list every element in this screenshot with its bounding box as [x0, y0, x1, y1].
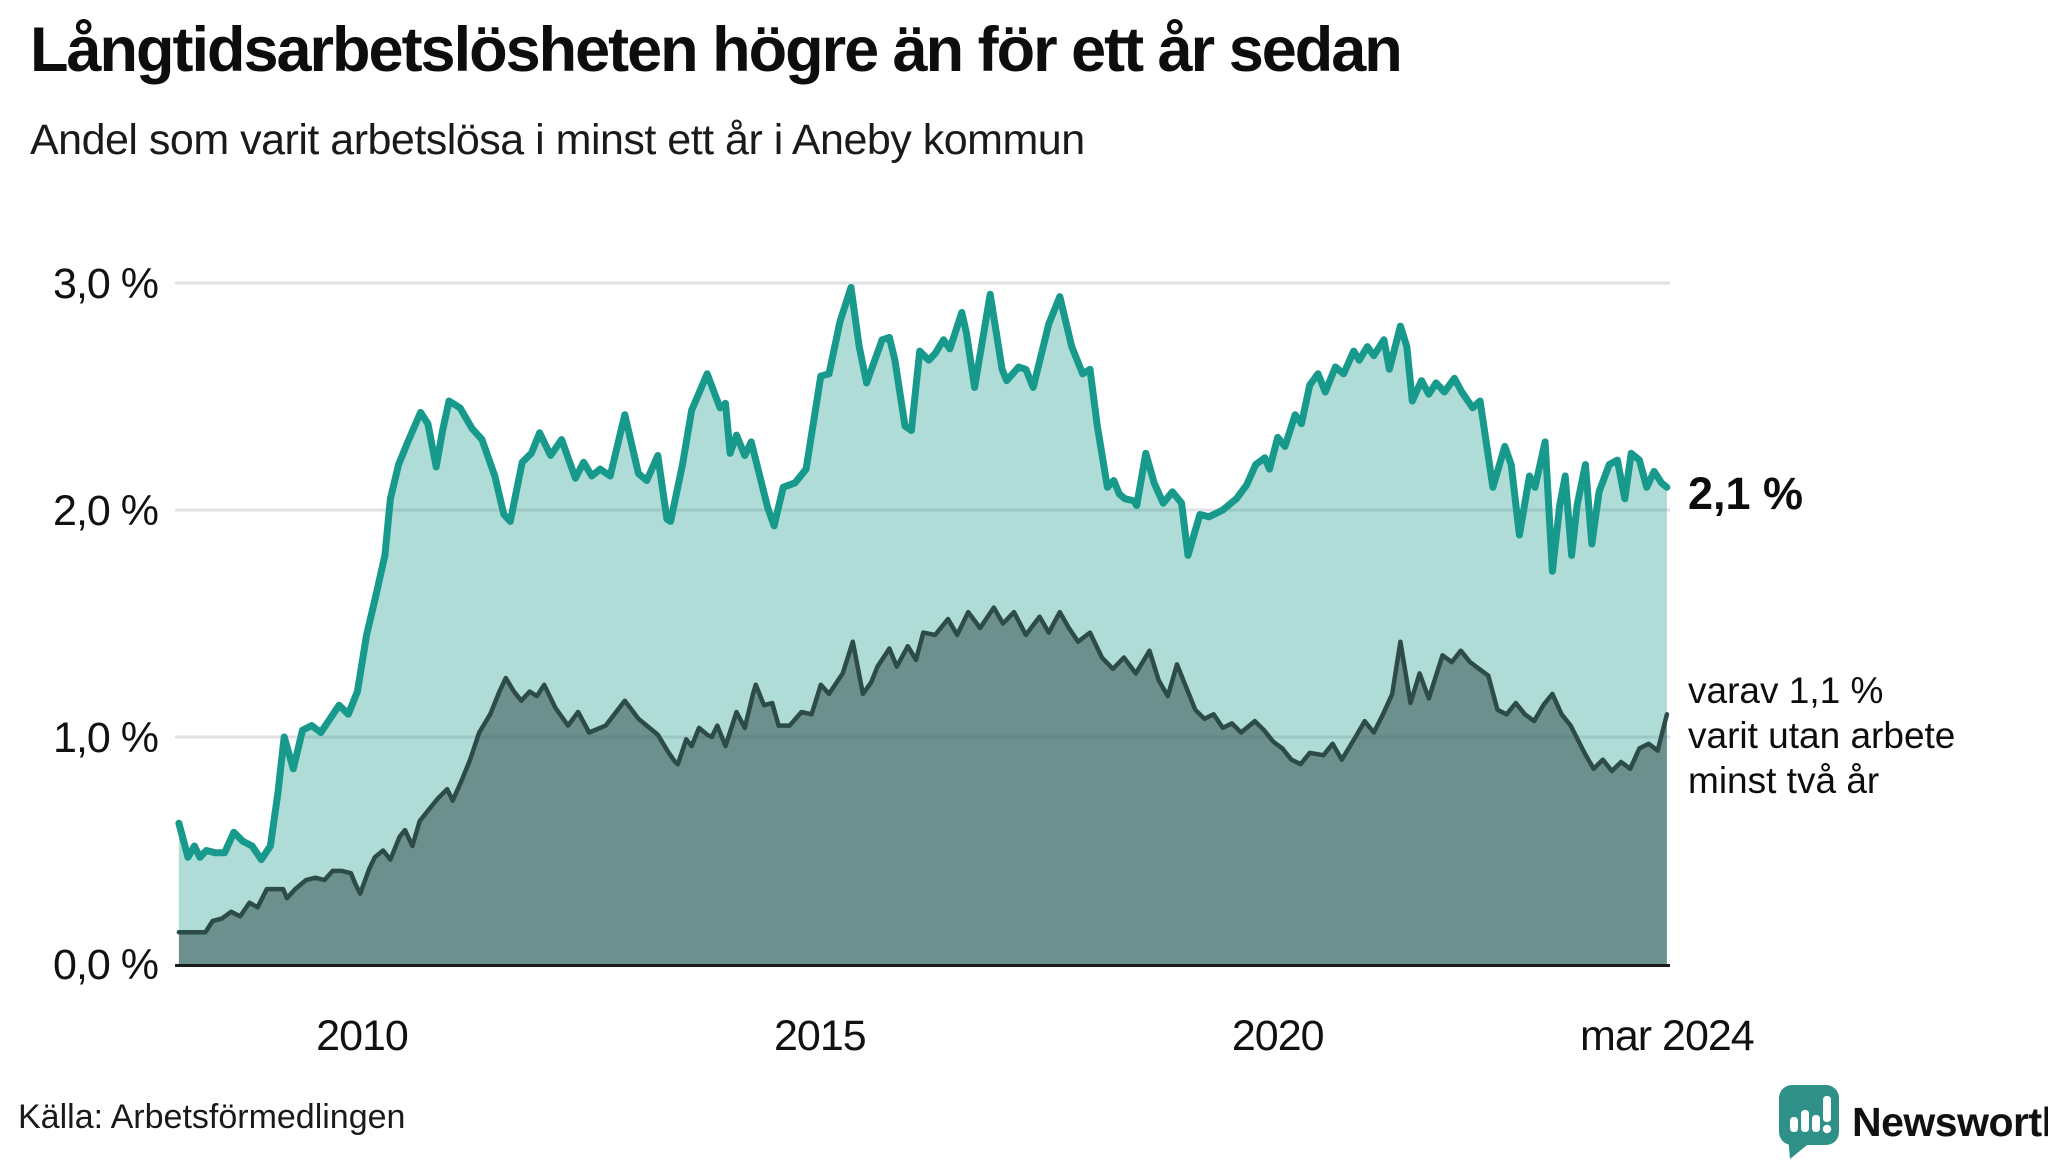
series-area-min-tva-ar — [178, 607, 1667, 964]
y-axis-tick-label: 3,0 % — [53, 260, 158, 308]
page-title: Långtidsarbetslösheten högre än för ett … — [30, 15, 1403, 85]
y-axis-tick-label: 2,0 % — [53, 487, 158, 535]
x-axis-tick-label: mar 2024 — [1580, 1012, 1754, 1060]
source-caption: Källa: Arbetsförmedlingen — [18, 1098, 406, 1136]
brand-logo: Newsworthy — [1778, 1084, 2048, 1160]
newsworthy-icon — [1779, 1085, 1839, 1159]
secondary-value-line: varav 1,1 % — [1688, 670, 1884, 711]
page-subtitle: Andel som varit arbetslösa i minst ett å… — [30, 116, 1085, 164]
brand-name: Newsworthy — [1852, 1098, 2048, 1145]
latest-value-label: 2,1 % — [1688, 468, 1804, 519]
secondary-value-label: varav 1,1 % varit utan arbete minst två … — [1688, 668, 1955, 803]
secondary-value-line: minst två år — [1688, 760, 1880, 801]
y-axis-tick-label: 1,0 % — [53, 714, 158, 762]
x-axis-tick-label: 2015 — [774, 1012, 866, 1060]
x-axis-tick-label: 2020 — [1232, 1012, 1324, 1060]
y-axis-tick-label: 0,0 % — [53, 941, 158, 989]
secondary-value-line: varit utan arbete — [1688, 715, 1956, 756]
x-axis-tick-label: 2010 — [316, 1012, 408, 1060]
series-line-min-ett-ar — [175, 284, 1671, 864]
series-line-min-tva-ar — [176, 605, 1670, 935]
